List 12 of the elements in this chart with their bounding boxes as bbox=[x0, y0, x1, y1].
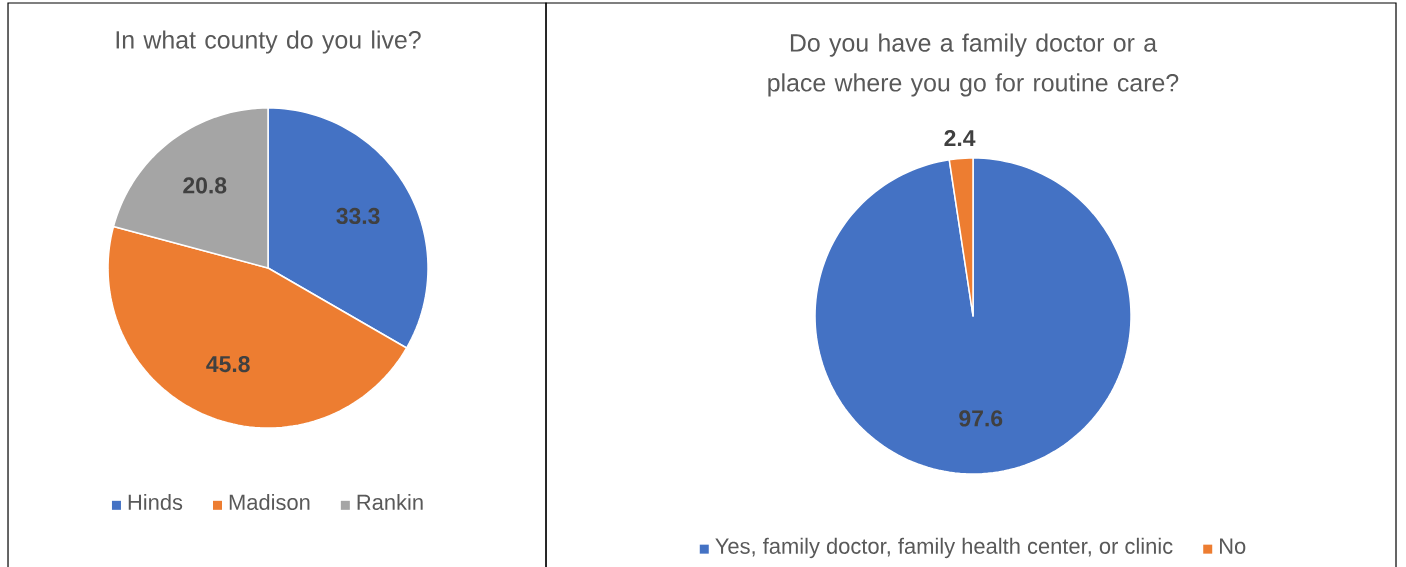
data-label: 2.4 bbox=[944, 129, 976, 146]
data-label: 20.8 bbox=[183, 177, 227, 194]
chart-title: In what county do you live? bbox=[116, 30, 421, 54]
legend-label: Hinds bbox=[128, 493, 183, 511]
legend-label: Rankin bbox=[357, 493, 423, 511]
legend-label: Madison bbox=[229, 493, 310, 511]
legend-label: Yes, family doctor, family health center, or clinic bbox=[715, 537, 1173, 559]
data-label: 45.8 bbox=[206, 355, 250, 373]
legend-label: No bbox=[1220, 538, 1246, 554]
chart-title: Do you have a family doctor or a place where you go for routine care? bbox=[768, 33, 1179, 97]
data-label: 97.6 bbox=[959, 410, 1003, 427]
data-label: 33.3 bbox=[336, 207, 380, 225]
